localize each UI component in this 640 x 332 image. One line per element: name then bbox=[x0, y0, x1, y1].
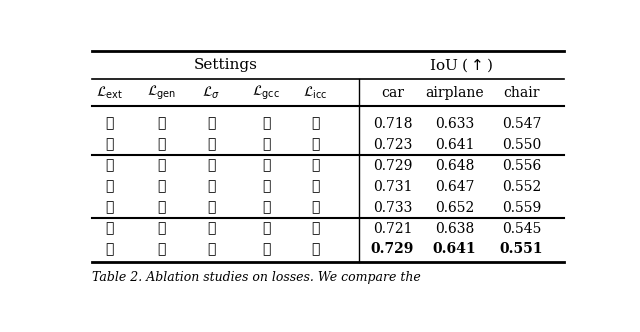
Text: ✓: ✓ bbox=[312, 138, 320, 152]
Text: ✓: ✓ bbox=[106, 180, 114, 194]
Text: 0.641: 0.641 bbox=[435, 138, 474, 152]
Text: ✗: ✗ bbox=[312, 221, 320, 235]
Text: 0.723: 0.723 bbox=[372, 138, 412, 152]
Text: $\mathcal{L}_{\mathrm{gcc}}$: $\mathcal{L}_{\mathrm{gcc}}$ bbox=[252, 84, 280, 102]
Text: ✓: ✓ bbox=[312, 180, 320, 194]
Text: $\mathcal{L}_{\sigma}$: $\mathcal{L}_{\sigma}$ bbox=[202, 85, 221, 101]
Text: ✓: ✓ bbox=[207, 117, 216, 131]
Text: ✓: ✓ bbox=[312, 117, 320, 131]
Text: ✓: ✓ bbox=[106, 159, 114, 173]
Text: ✓: ✓ bbox=[262, 159, 270, 173]
Text: ✓: ✓ bbox=[157, 180, 166, 194]
Text: ✓: ✓ bbox=[106, 221, 114, 235]
Text: ✓: ✓ bbox=[207, 221, 216, 235]
Text: 0.729: 0.729 bbox=[372, 159, 412, 173]
Text: ✗: ✗ bbox=[262, 180, 270, 194]
Text: ✓: ✓ bbox=[262, 138, 270, 152]
Text: 0.638: 0.638 bbox=[435, 221, 474, 235]
Text: $\mathcal{L}_{\mathrm{gen}}$: $\mathcal{L}_{\mathrm{gen}}$ bbox=[147, 84, 177, 102]
Text: car: car bbox=[381, 86, 404, 100]
Text: 0.551: 0.551 bbox=[500, 242, 543, 256]
Text: ✓: ✓ bbox=[106, 201, 114, 214]
Text: ✓: ✓ bbox=[106, 138, 114, 152]
Text: Table 2. Ablation studies on losses. We compare the: Table 2. Ablation studies on losses. We … bbox=[92, 271, 421, 284]
Text: 0.552: 0.552 bbox=[502, 180, 541, 194]
Text: ✓: ✓ bbox=[262, 201, 270, 214]
Text: ✓: ✓ bbox=[312, 159, 320, 173]
Text: ✓: ✓ bbox=[207, 242, 216, 256]
Text: ✓: ✓ bbox=[157, 242, 166, 256]
Text: ✗: ✗ bbox=[312, 201, 320, 214]
Text: ✓: ✓ bbox=[312, 242, 320, 256]
Text: 0.545: 0.545 bbox=[502, 221, 541, 235]
Text: 0.731: 0.731 bbox=[372, 180, 412, 194]
Text: 0.556: 0.556 bbox=[502, 159, 541, 173]
Text: ✓: ✓ bbox=[207, 138, 216, 152]
Text: ✓: ✓ bbox=[207, 201, 216, 214]
Text: ✗: ✗ bbox=[157, 138, 166, 152]
Text: 0.547: 0.547 bbox=[502, 117, 541, 131]
Text: ✓: ✓ bbox=[157, 221, 166, 235]
Text: 0.718: 0.718 bbox=[372, 117, 412, 131]
Text: 0.648: 0.648 bbox=[435, 159, 474, 173]
Text: chair: chair bbox=[503, 86, 540, 100]
Text: ✓: ✓ bbox=[157, 159, 166, 173]
Text: $\mathcal{L}_{\mathrm{icc}}$: $\mathcal{L}_{\mathrm{icc}}$ bbox=[303, 85, 328, 101]
Text: 0.729: 0.729 bbox=[371, 242, 414, 256]
Text: 0.559: 0.559 bbox=[502, 201, 541, 214]
Text: IoU ($\uparrow$): IoU ($\uparrow$) bbox=[429, 56, 493, 74]
Text: 0.721: 0.721 bbox=[372, 221, 412, 235]
Text: ✗: ✗ bbox=[262, 221, 270, 235]
Text: Settings: Settings bbox=[194, 58, 257, 72]
Text: ✓: ✓ bbox=[262, 117, 270, 131]
Text: 0.550: 0.550 bbox=[502, 138, 541, 152]
Text: ✓: ✓ bbox=[157, 201, 166, 214]
Text: ✓: ✓ bbox=[207, 180, 216, 194]
Text: $\mathcal{L}_{\mathrm{ext}}$: $\mathcal{L}_{\mathrm{ext}}$ bbox=[96, 85, 124, 101]
Text: ✓: ✓ bbox=[262, 242, 270, 256]
Text: ✓: ✓ bbox=[106, 242, 114, 256]
Text: 0.652: 0.652 bbox=[435, 201, 474, 214]
Text: 0.641: 0.641 bbox=[433, 242, 476, 256]
Text: ✗: ✗ bbox=[207, 159, 216, 173]
Text: 0.647: 0.647 bbox=[435, 180, 474, 194]
Text: airplane: airplane bbox=[425, 86, 484, 100]
Text: 0.733: 0.733 bbox=[372, 201, 412, 214]
Text: ✓: ✓ bbox=[157, 117, 166, 131]
Text: ✗: ✗ bbox=[106, 117, 114, 131]
Text: 0.633: 0.633 bbox=[435, 117, 474, 131]
